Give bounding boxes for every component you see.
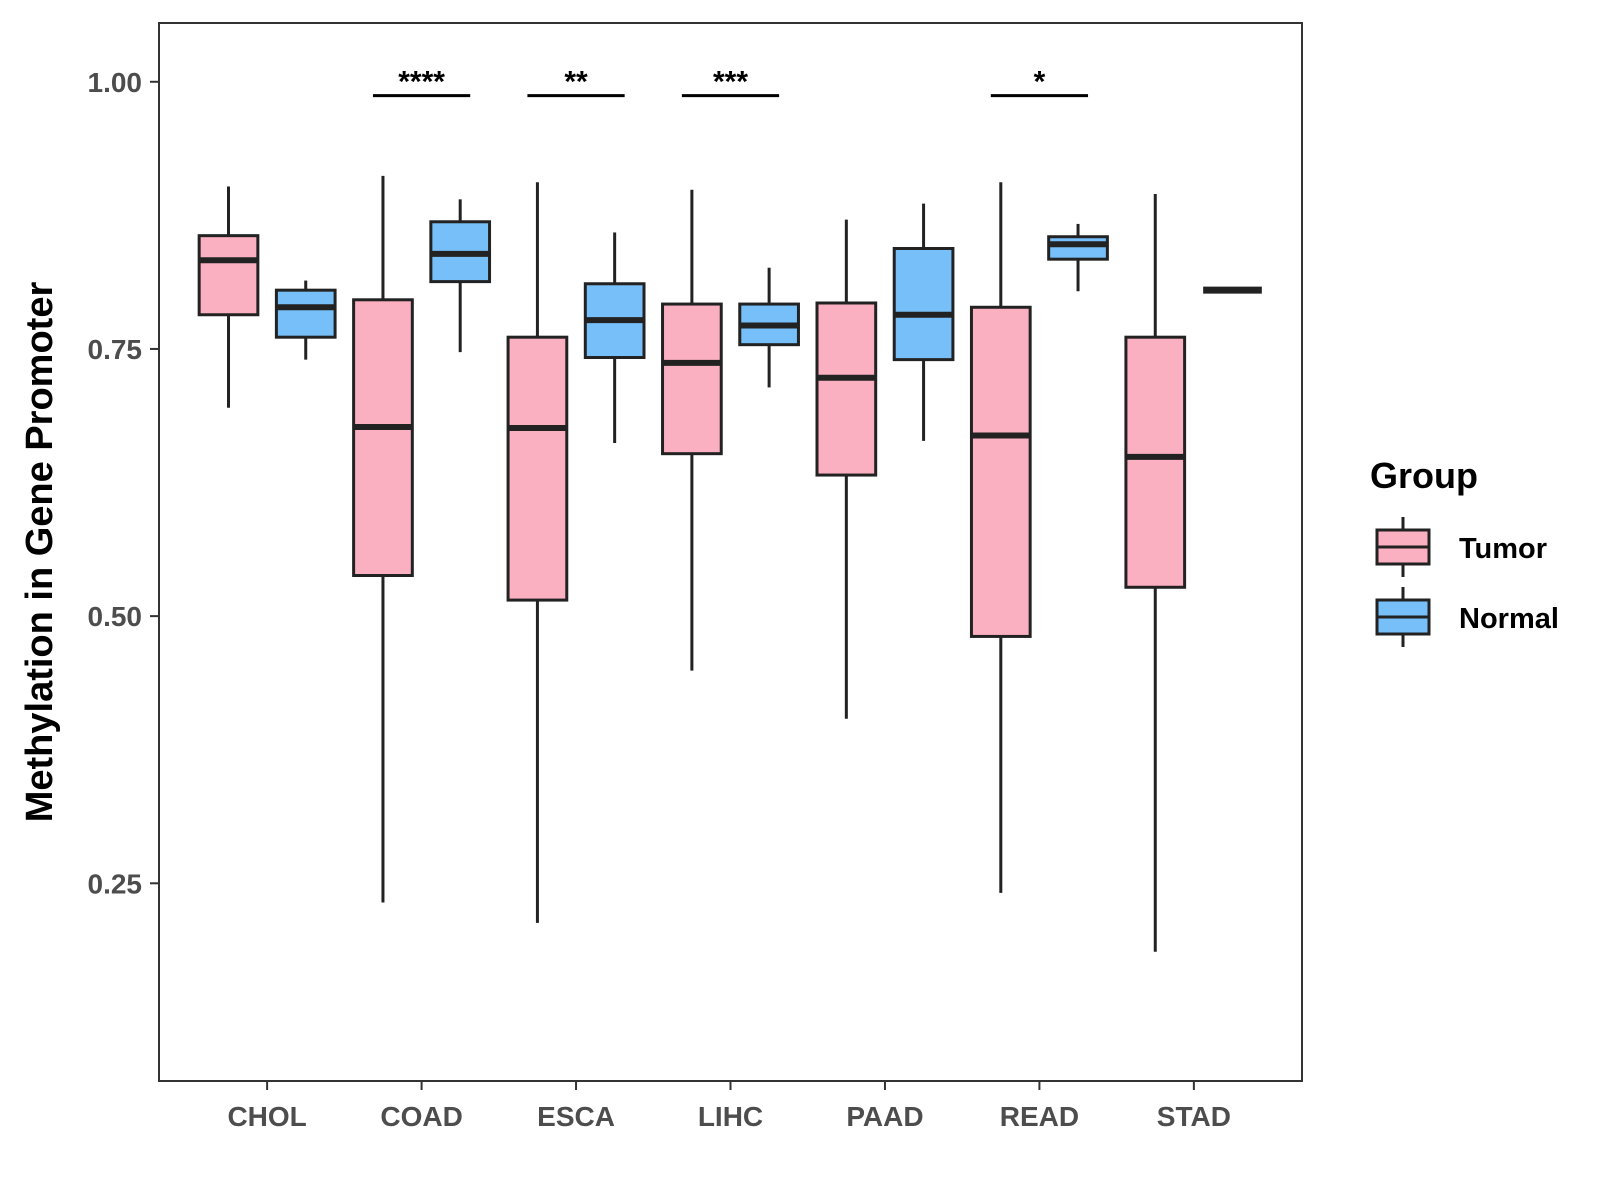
box-iqr xyxy=(506,335,569,602)
legend-label-normal: Normal xyxy=(1459,603,1559,635)
y-tick-label: 1.00 xyxy=(88,67,143,98)
box-normal-lihc xyxy=(738,267,800,388)
box-tumor-coad xyxy=(352,175,414,903)
y-tick-label: 0.75 xyxy=(88,334,143,365)
box-normal-coad xyxy=(429,199,492,353)
box-normal-paad xyxy=(892,203,955,441)
box-iqr xyxy=(969,305,1032,638)
box-iqr xyxy=(352,298,414,578)
significance-annotations: **** ** *** * xyxy=(372,66,1089,99)
significance-label: * xyxy=(1034,66,1046,99)
significance-label: **** xyxy=(398,66,445,99)
x-tick-label-chol: CHOL xyxy=(227,1101,306,1132)
box-tumor-lihc xyxy=(661,189,723,671)
box-tumor-chol xyxy=(197,186,260,408)
y-axis: 0.25 0.50 0.75 1.00 xyxy=(88,67,159,899)
box-tumor-esca xyxy=(506,182,569,923)
box-tumor-paad xyxy=(815,219,878,719)
x-tick-label-lihc: LIHC xyxy=(698,1101,763,1132)
box-iqr xyxy=(661,302,723,456)
box-normal-esca xyxy=(583,232,646,443)
box-tumor-read xyxy=(969,182,1032,893)
box-normal-chol xyxy=(274,280,337,360)
box-iqr xyxy=(1047,235,1109,261)
legend-key-tumor xyxy=(1375,517,1431,577)
significance-label: ** xyxy=(564,66,588,99)
box-iqr xyxy=(815,301,878,477)
x-tick-label-read: READ xyxy=(1000,1101,1079,1132)
box-iqr xyxy=(197,234,260,317)
x-tick-label-esca: ESCA xyxy=(537,1101,615,1132)
boxes xyxy=(197,175,1262,952)
significance-label: *** xyxy=(713,66,748,99)
y-axis-title: Methylation in Gene Promoter xyxy=(19,282,61,823)
box-tumor-stad xyxy=(1124,193,1187,952)
y-tick-label: 0.50 xyxy=(88,601,143,632)
plot-panel-border xyxy=(158,22,1303,1082)
legend-key-normal xyxy=(1375,587,1431,647)
box-iqr xyxy=(274,288,337,339)
box-iqr xyxy=(892,246,955,362)
box-normal-read xyxy=(1047,223,1109,292)
legend-title: Group xyxy=(1370,455,1478,496)
box-iqr xyxy=(1124,335,1187,589)
y-tick-label: 0.25 xyxy=(88,868,143,899)
x-axis: CHOL COAD ESCA LIHC PAAD READ STAD xyxy=(227,1081,1231,1132)
legend-label-tumor: Tumor xyxy=(1459,533,1547,565)
x-tick-label-stad: STAD xyxy=(1157,1101,1231,1132)
legend-keys xyxy=(1375,517,1431,647)
legend: Group Tumor Normal xyxy=(1370,455,1559,647)
x-tick-label-paad: PAAD xyxy=(846,1101,923,1132)
x-tick-label-coad: COAD xyxy=(380,1101,462,1132)
